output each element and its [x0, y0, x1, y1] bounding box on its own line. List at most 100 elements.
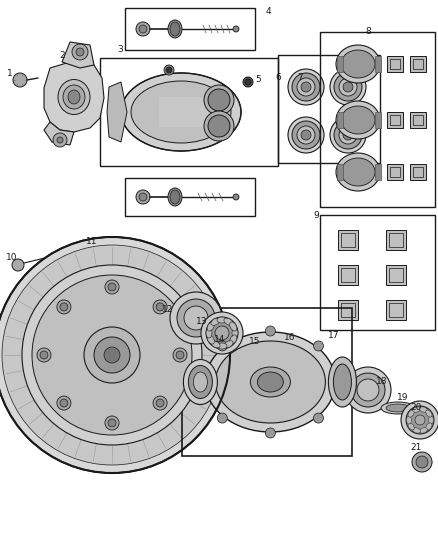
Ellipse shape [206, 328, 212, 338]
Circle shape [166, 67, 172, 73]
Ellipse shape [341, 158, 375, 186]
Ellipse shape [339, 126, 357, 144]
Text: 18: 18 [376, 377, 388, 386]
Ellipse shape [63, 85, 85, 109]
Ellipse shape [428, 416, 434, 424]
Circle shape [198, 377, 208, 387]
Text: 8: 8 [365, 28, 371, 36]
Bar [387, 112, 403, 128]
Ellipse shape [413, 428, 420, 433]
Text: 13: 13 [196, 318, 208, 327]
Ellipse shape [217, 317, 227, 323]
Circle shape [156, 303, 164, 311]
Text: 12: 12 [162, 305, 174, 314]
Ellipse shape [345, 367, 391, 413]
Ellipse shape [224, 318, 233, 325]
Text: 19: 19 [397, 393, 409, 402]
Circle shape [94, 337, 130, 373]
Bar [389, 233, 403, 247]
Bar [320, 32, 435, 207]
Circle shape [60, 303, 68, 311]
Circle shape [217, 413, 227, 423]
Circle shape [415, 415, 425, 425]
Text: 14: 14 [214, 335, 226, 344]
Circle shape [233, 26, 239, 32]
Ellipse shape [336, 101, 380, 139]
Ellipse shape [343, 82, 353, 92]
Ellipse shape [121, 73, 241, 151]
Bar [337, 56, 343, 72]
Circle shape [105, 280, 119, 294]
Circle shape [32, 275, 192, 435]
Circle shape [314, 341, 324, 351]
Bar [159, 97, 219, 127]
Text: 10: 10 [6, 254, 18, 262]
Circle shape [40, 351, 48, 359]
Ellipse shape [224, 341, 233, 348]
Ellipse shape [420, 407, 427, 412]
Circle shape [108, 283, 116, 291]
Text: 7: 7 [297, 74, 303, 83]
Circle shape [139, 25, 147, 33]
Bar [387, 164, 403, 180]
Circle shape [139, 193, 147, 201]
Bar [278, 55, 380, 163]
Polygon shape [107, 82, 127, 142]
Ellipse shape [207, 322, 214, 331]
Ellipse shape [292, 121, 320, 149]
Bar [390, 115, 400, 125]
Polygon shape [44, 122, 74, 145]
Ellipse shape [170, 22, 180, 36]
Ellipse shape [301, 130, 311, 140]
Ellipse shape [68, 90, 80, 104]
Bar [413, 59, 423, 69]
Ellipse shape [297, 78, 315, 96]
Bar [341, 233, 355, 247]
Ellipse shape [177, 299, 215, 337]
Bar [341, 303, 355, 317]
Ellipse shape [215, 341, 325, 423]
Text: 5: 5 [255, 76, 261, 85]
Ellipse shape [351, 373, 385, 407]
Ellipse shape [330, 69, 366, 105]
Circle shape [2, 245, 222, 465]
Circle shape [53, 133, 67, 147]
Circle shape [104, 347, 120, 363]
Circle shape [245, 79, 251, 85]
Bar [386, 265, 406, 285]
Ellipse shape [170, 292, 222, 344]
Bar [338, 230, 358, 250]
Bar [338, 300, 358, 320]
Bar [375, 164, 381, 180]
Circle shape [243, 77, 253, 87]
Ellipse shape [184, 306, 208, 330]
Ellipse shape [168, 20, 182, 38]
Circle shape [136, 22, 150, 36]
Ellipse shape [357, 379, 379, 401]
Ellipse shape [292, 73, 320, 101]
Circle shape [57, 396, 71, 410]
Ellipse shape [381, 402, 415, 414]
Circle shape [153, 396, 167, 410]
Circle shape [136, 190, 150, 204]
Ellipse shape [343, 130, 353, 140]
Bar [389, 268, 403, 282]
Ellipse shape [406, 416, 411, 424]
Ellipse shape [131, 81, 231, 143]
Bar [341, 268, 355, 282]
Ellipse shape [328, 357, 357, 407]
Polygon shape [62, 42, 94, 68]
Text: 17: 17 [328, 330, 340, 340]
Ellipse shape [401, 401, 438, 439]
Circle shape [105, 416, 119, 430]
Text: 3: 3 [117, 45, 123, 54]
Ellipse shape [207, 335, 214, 344]
Text: 9: 9 [313, 212, 319, 221]
Ellipse shape [258, 372, 283, 392]
Bar [320, 215, 435, 330]
Ellipse shape [288, 69, 324, 105]
Ellipse shape [297, 126, 315, 144]
Circle shape [416, 456, 428, 468]
Ellipse shape [206, 317, 238, 349]
Text: 16: 16 [284, 334, 296, 343]
